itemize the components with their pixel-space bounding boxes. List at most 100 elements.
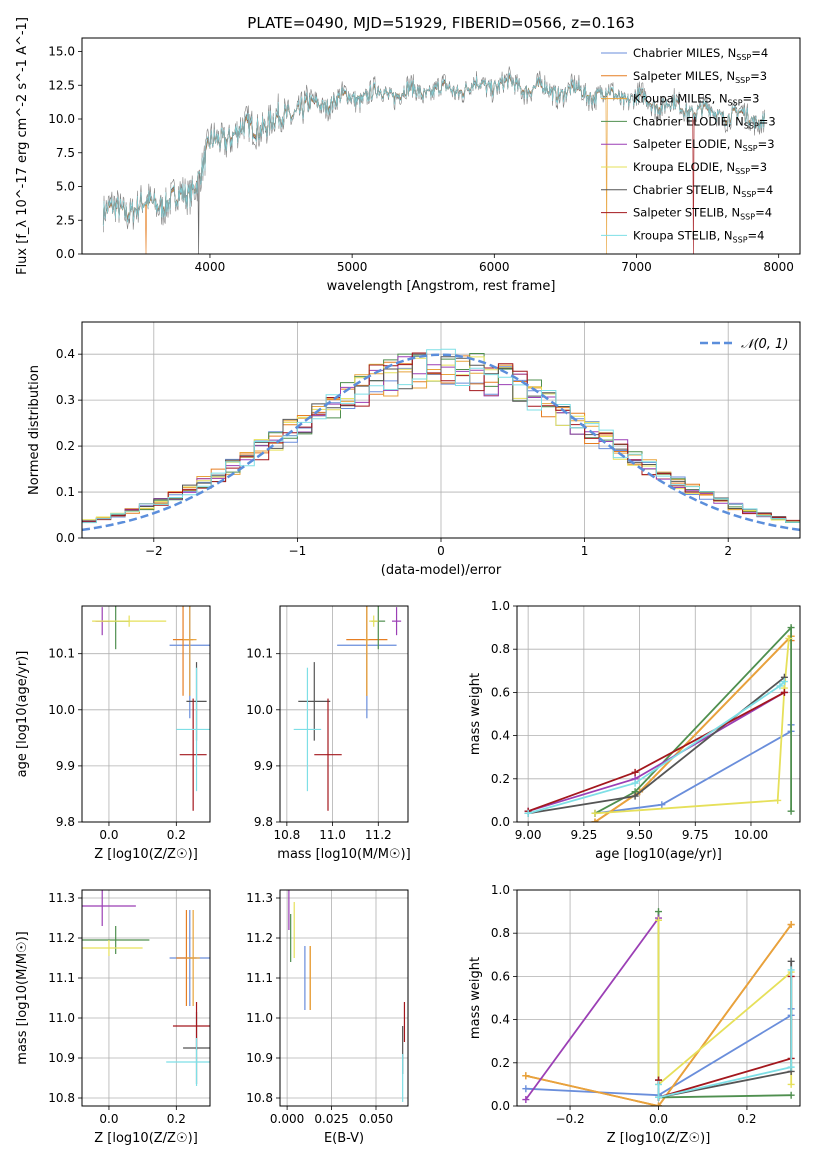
y-axis-label: age [log10(age/yr)] — [15, 651, 30, 778]
legend-entry: Chabrier STELIB, NSSP=4 — [633, 183, 773, 199]
gaussian-curve — [82, 353, 800, 532]
weight-marker — [787, 624, 795, 632]
y-tick-label: 15.0 — [48, 45, 75, 59]
axes-frame — [516, 889, 801, 1107]
x-tick-label: 0.0 — [649, 1112, 668, 1126]
weight-marker — [591, 818, 599, 822]
legend-text: Chabrier STELIB, N — [633, 183, 741, 197]
x-axis-label: Z [log10(Z/Z☉)] — [94, 847, 198, 862]
legend-text: Kroupa MILES, N — [633, 92, 728, 106]
x-tick-label: 0.0 — [99, 1112, 118, 1126]
legend-entry: Kroupa ELODIE, NSSP=3 — [633, 160, 767, 176]
y-tick-label: 0.3 — [56, 393, 75, 407]
legend-text: Chabrier ELODIE, N — [633, 114, 744, 128]
weight-marker — [655, 1080, 662, 1088]
y-tick-label: 11.0 — [246, 1011, 273, 1025]
legend-suffix: =4 — [755, 206, 772, 220]
weight-marker — [787, 1080, 795, 1088]
weight-marker — [655, 1093, 662, 1101]
plots-layer: 4000 5000 6000 7000 80000.02.55.07.510.012.5… — [15, 17, 801, 1146]
x-tick-label: 8000 — [763, 260, 794, 274]
weight-marker — [524, 809, 532, 817]
plot-area — [82, 890, 210, 1106]
x-tick-label: 9.75 — [682, 828, 709, 842]
x-axis-label: (data-model)/error — [381, 563, 502, 578]
y-tick-label: 11.3 — [48, 891, 75, 905]
axes-weight_vs_Z: −0.2 0.0 0.2 0.0 0.2 0.4 0.6 0.8 1.0 Z [log10(Z/Z… — [468, 883, 801, 1146]
x-ticks: 4000 5000 6000 7000 8000 — [195, 254, 794, 274]
y-tick-label: 0.8 — [491, 926, 510, 940]
y-tick-label: 0.4 — [491, 729, 510, 743]
x-axis-label: Z [log10(Z/Z☉)] — [94, 1131, 198, 1146]
x-ticks: −2 −1 0 1 2 — [145, 538, 732, 558]
y-tick-label: 1.0 — [491, 883, 510, 897]
axes-frame — [279, 605, 409, 823]
plot-area — [82, 38, 800, 254]
weight-marker — [787, 807, 795, 815]
x-tick-label: 0.025 — [314, 1112, 348, 1126]
weight-marker — [522, 1072, 530, 1080]
x-ticks: 10.8 11.0 11.2 — [273, 822, 392, 842]
y-tick-label: 2.5 — [56, 213, 75, 227]
residual-legend: 𝒩(0, 1) — [700, 337, 788, 352]
axes-age_vs_mass: 10.8 11.0 11.2 9.8 9.9 10.0 10.1 mass [log10(M/… — [246, 605, 411, 862]
plot-content — [82, 348, 800, 538]
y-ticks: 0.0 0.1 0.2 0.3 0.4 — [56, 347, 82, 545]
y-tick-label: 11.0 — [48, 1011, 75, 1025]
weight-marker — [522, 1085, 530, 1093]
weight-marker — [787, 966, 795, 974]
x-tick-label: −1 — [289, 544, 307, 558]
y-tick-label: 10.9 — [48, 1051, 75, 1065]
x-tick-label: 9.00 — [515, 828, 542, 842]
weight-marker — [591, 809, 599, 817]
x-tick-label: −2 — [145, 544, 163, 558]
weight-marker — [787, 957, 795, 965]
x-ticks: −0.2 0.0 0.2 — [555, 1106, 756, 1126]
y-tick-label: 7.5 — [56, 146, 75, 160]
y-axis-label: Flux [f_λ 10^-17 erg cm^-2 s^-1 A^-1] — [15, 17, 30, 275]
x-axis-label: Z [log10(Z/Z☉)] — [607, 1131, 711, 1146]
weight-marker — [787, 1091, 795, 1099]
legend-entry: 𝒩(0, 1) — [741, 337, 788, 352]
x-tick-label: 0.2 — [167, 1112, 186, 1126]
plot-area — [517, 606, 800, 822]
y-ticks: 10.8 10.9 11.0 11.1 11.2 11.3 — [246, 891, 280, 1105]
axes-age_vs_Z: 0.0 0.2 9.8 9.9 10.0 10.1 Z [log10(Z/Z☉)] age [… — [15, 605, 211, 862]
legend-subscript: SSP — [733, 235, 748, 244]
y-tick-label: 10.8 — [48, 1091, 75, 1105]
axes-frame — [81, 37, 801, 255]
legend-suffix: =3 — [750, 160, 767, 174]
y-tick-label: 0.2 — [491, 772, 510, 786]
y-tick-label: 0.6 — [491, 969, 510, 983]
plot-area — [280, 606, 408, 822]
y-tick-label: 10.1 — [48, 647, 75, 661]
spectrum-model-line — [102, 72, 765, 226]
axes-mass_vs_ebv: 0.000 0.025 0.050 10.8 10.9 11.0 11.1 11.2 11.3 E… — [246, 889, 409, 1146]
x-tick-label: 0.050 — [359, 1112, 393, 1126]
weight-marker — [655, 1102, 662, 1106]
axes-residuals: −2 −1 0 1 2 0.0 0.1 0.2 0.3 0.4 (data-model)/error… — [27, 321, 801, 578]
weight-marker — [655, 916, 662, 924]
y-axis-label: Normed distribution — [27, 365, 42, 495]
y-tick-label: 10.9 — [246, 1051, 273, 1065]
legend-entry: Kroupa MILES, NSSP=3 — [633, 92, 759, 108]
legend-subscript: SSP — [743, 144, 758, 153]
legend-text: Chabrier MILES, N — [633, 46, 736, 60]
x-tick-label: 7000 — [621, 260, 652, 274]
legend-subscript: SSP — [735, 76, 750, 85]
x-axis-label: mass [log10(M/M☉)] — [277, 847, 410, 862]
plot-content — [288, 890, 406, 1102]
y-ticks: 0.0 2.5 5.0 7.5 10.0 12.5 15.0 — [48, 45, 82, 261]
x-tick-label: 10.00 — [734, 828, 768, 842]
histogram-step — [82, 348, 800, 538]
axes-frame — [81, 889, 211, 1107]
y-tick-label: 9.8 — [56, 815, 75, 829]
weight-marker — [780, 688, 788, 696]
y-tick-label: 0.4 — [491, 1013, 510, 1027]
axes-frame — [279, 889, 409, 1107]
plot-content — [522, 908, 795, 1106]
x-ticks: 9.00 9.25 9.50 9.75 10.00 — [515, 822, 768, 842]
x-tick-label: 0.2 — [167, 828, 186, 842]
y-tick-label: 9.9 — [254, 759, 273, 773]
